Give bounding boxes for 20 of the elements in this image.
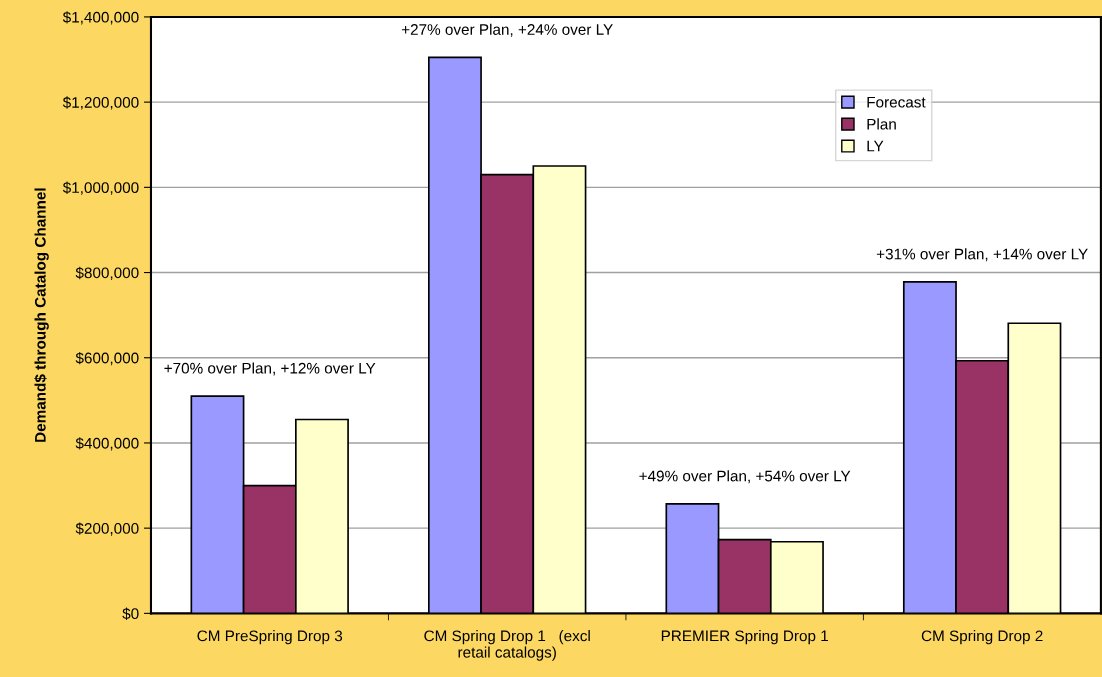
y-axis-title: Demand$ through Catalog Channel [34, 188, 49, 442]
y-tick-label: $1,200,000 [62, 96, 139, 110]
legend-label: LY [867, 140, 884, 152]
y-tick-label: $0 [122, 607, 139, 620]
y-tick-label: $200,000 [75, 522, 139, 536]
annotation: +70% over Plan, +12% over LY [164, 362, 376, 376]
x-tick-label: CM PreSpring Drop 3 [197, 630, 343, 645]
x-tick-label: CM Spring Drop 2 [921, 630, 1043, 645]
y-tick-label: $600,000 [75, 351, 139, 366]
y-tick-label: $1,400,000 [62, 11, 139, 25]
x-tick-label: PREMIER Spring Drop 1 [661, 630, 828, 645]
legend-label: Forecast [867, 96, 926, 108]
y-tick-label: $800,000 [75, 266, 139, 281]
annotation: +27% over Plan, +24% over LY [401, 23, 613, 37]
annotation: +31% over Plan, +14% over LY [876, 248, 1088, 262]
y-tick-label: $1,000,000 [62, 181, 139, 195]
annotation: +49% over Plan, +54% over LY [639, 470, 851, 484]
x-tick-label: CM Spring Drop 1 (excl retail catalogs) [424, 630, 590, 661]
y-tick-label: $400,000 [75, 437, 139, 451]
legend-label: Plan [867, 118, 896, 130]
